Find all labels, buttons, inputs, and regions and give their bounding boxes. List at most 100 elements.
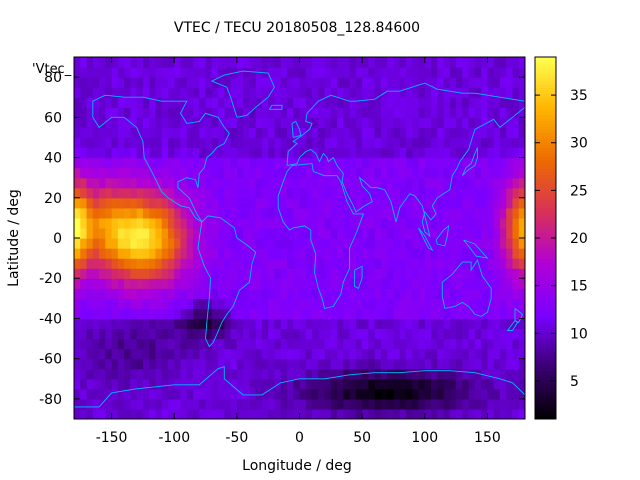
coastline (286, 82, 525, 238)
heatmap-cell (230, 97, 238, 108)
heatmap-cell (337, 187, 344, 199)
heatmap-cell (218, 368, 225, 380)
heatmap-cell (449, 217, 457, 229)
heatmap-cell (111, 167, 119, 179)
heatmap-cell (293, 248, 301, 259)
heatmap-cell (149, 328, 157, 340)
heatmap-cell (487, 248, 495, 259)
heatmap-cell (330, 298, 338, 309)
heatmap-cell (518, 227, 525, 239)
heatmap-cell (380, 97, 388, 108)
heatmap-cell (493, 67, 501, 78)
heatmap-cell (193, 197, 200, 209)
heatmap-cell (130, 157, 138, 169)
heatmap-cell (249, 318, 257, 330)
colorbar-step (535, 247, 556, 251)
heatmap-cell (280, 408, 288, 419)
heatmap-cell (211, 338, 219, 350)
heatmap-cell (374, 117, 382, 128)
heatmap-cell (355, 298, 363, 309)
heatmap-cell (380, 177, 388, 189)
heatmap-cell (456, 248, 463, 259)
heatmap-cell (224, 238, 232, 249)
heatmap-cell (481, 107, 489, 118)
heatmap-cell (218, 147, 225, 159)
heatmap-cell (293, 368, 301, 380)
heatmap-cell (318, 207, 326, 219)
heatmap-cell (230, 328, 238, 340)
heatmap-cell (136, 127, 144, 139)
heatmap-cell (487, 398, 495, 410)
heatmap-cell (80, 238, 88, 249)
heatmap-cell (481, 368, 489, 380)
colorbar-step (535, 373, 556, 378)
heatmap-cell (318, 217, 326, 229)
heatmap-cell (274, 238, 282, 249)
heatmap-cell (449, 348, 457, 360)
heatmap-cell (424, 187, 432, 199)
heatmap-cell (111, 197, 119, 209)
colorbar-step (535, 325, 556, 329)
heatmap-cell (74, 97, 81, 108)
heatmap-cell (518, 248, 525, 259)
colorbar-step (535, 111, 556, 115)
heatmap-cell (261, 238, 269, 249)
colorbar-step (535, 274, 556, 278)
heatmap-cell (243, 97, 250, 108)
heatmap-cell (318, 127, 326, 139)
heatmap-cell (261, 137, 269, 149)
heatmap-cell (155, 197, 163, 209)
heatmap-cell (180, 278, 188, 289)
heatmap-cell (86, 147, 94, 159)
heatmap-cell (117, 167, 125, 179)
heatmap-cell (274, 217, 282, 229)
heatmap-cell (487, 177, 495, 189)
heatmap-cell (155, 147, 163, 159)
heatmap-cell (142, 87, 150, 98)
heatmap-cell (199, 308, 207, 320)
heatmap-cell (74, 227, 81, 239)
heatmap-cell (205, 328, 213, 340)
heatmap-cell (136, 268, 144, 279)
heatmap-cell (393, 398, 401, 410)
heatmap-cell (142, 268, 150, 279)
heatmap-cell (249, 157, 257, 169)
heatmap-cell (161, 157, 169, 169)
heatmap-cell (343, 67, 351, 78)
heatmap-cell (368, 348, 376, 360)
heatmap-cell (499, 157, 507, 169)
heatmap-cell (111, 238, 119, 249)
heatmap-cell (74, 358, 81, 370)
heatmap-cell (243, 258, 250, 269)
heatmap-cell (174, 388, 182, 400)
heatmap-cell (506, 368, 514, 380)
heatmap-cell (280, 87, 288, 98)
heatmap-cell (493, 77, 501, 88)
heatmap-cell (337, 117, 344, 128)
heatmap-cell (199, 107, 207, 118)
heatmap-cell (343, 388, 351, 400)
heatmap-cell (186, 358, 194, 370)
heatmap-cell (249, 398, 257, 410)
heatmap-cell (142, 328, 150, 340)
heatmap-cell (462, 197, 470, 209)
heatmap-cell (142, 288, 150, 299)
heatmap-cell (387, 147, 395, 159)
heatmap-cell (86, 87, 94, 98)
heatmap-cell (299, 388, 307, 400)
colorbar-step (535, 385, 556, 390)
heatmap-cell (474, 238, 482, 249)
heatmap-cell (349, 137, 357, 149)
heatmap-cell (293, 288, 301, 299)
heatmap-cell (218, 87, 225, 98)
heatmap-cell (230, 268, 238, 279)
heatmap-cell (86, 67, 94, 78)
heatmap-cell (167, 167, 175, 179)
heatmap-cell (155, 87, 163, 98)
heatmap-cell (355, 207, 363, 219)
heatmap-cell (149, 197, 157, 209)
heatmap-cell (80, 308, 88, 320)
heatmap-cell (92, 187, 100, 199)
heatmap-cell (355, 177, 363, 189)
heatmap-cell (261, 378, 269, 390)
